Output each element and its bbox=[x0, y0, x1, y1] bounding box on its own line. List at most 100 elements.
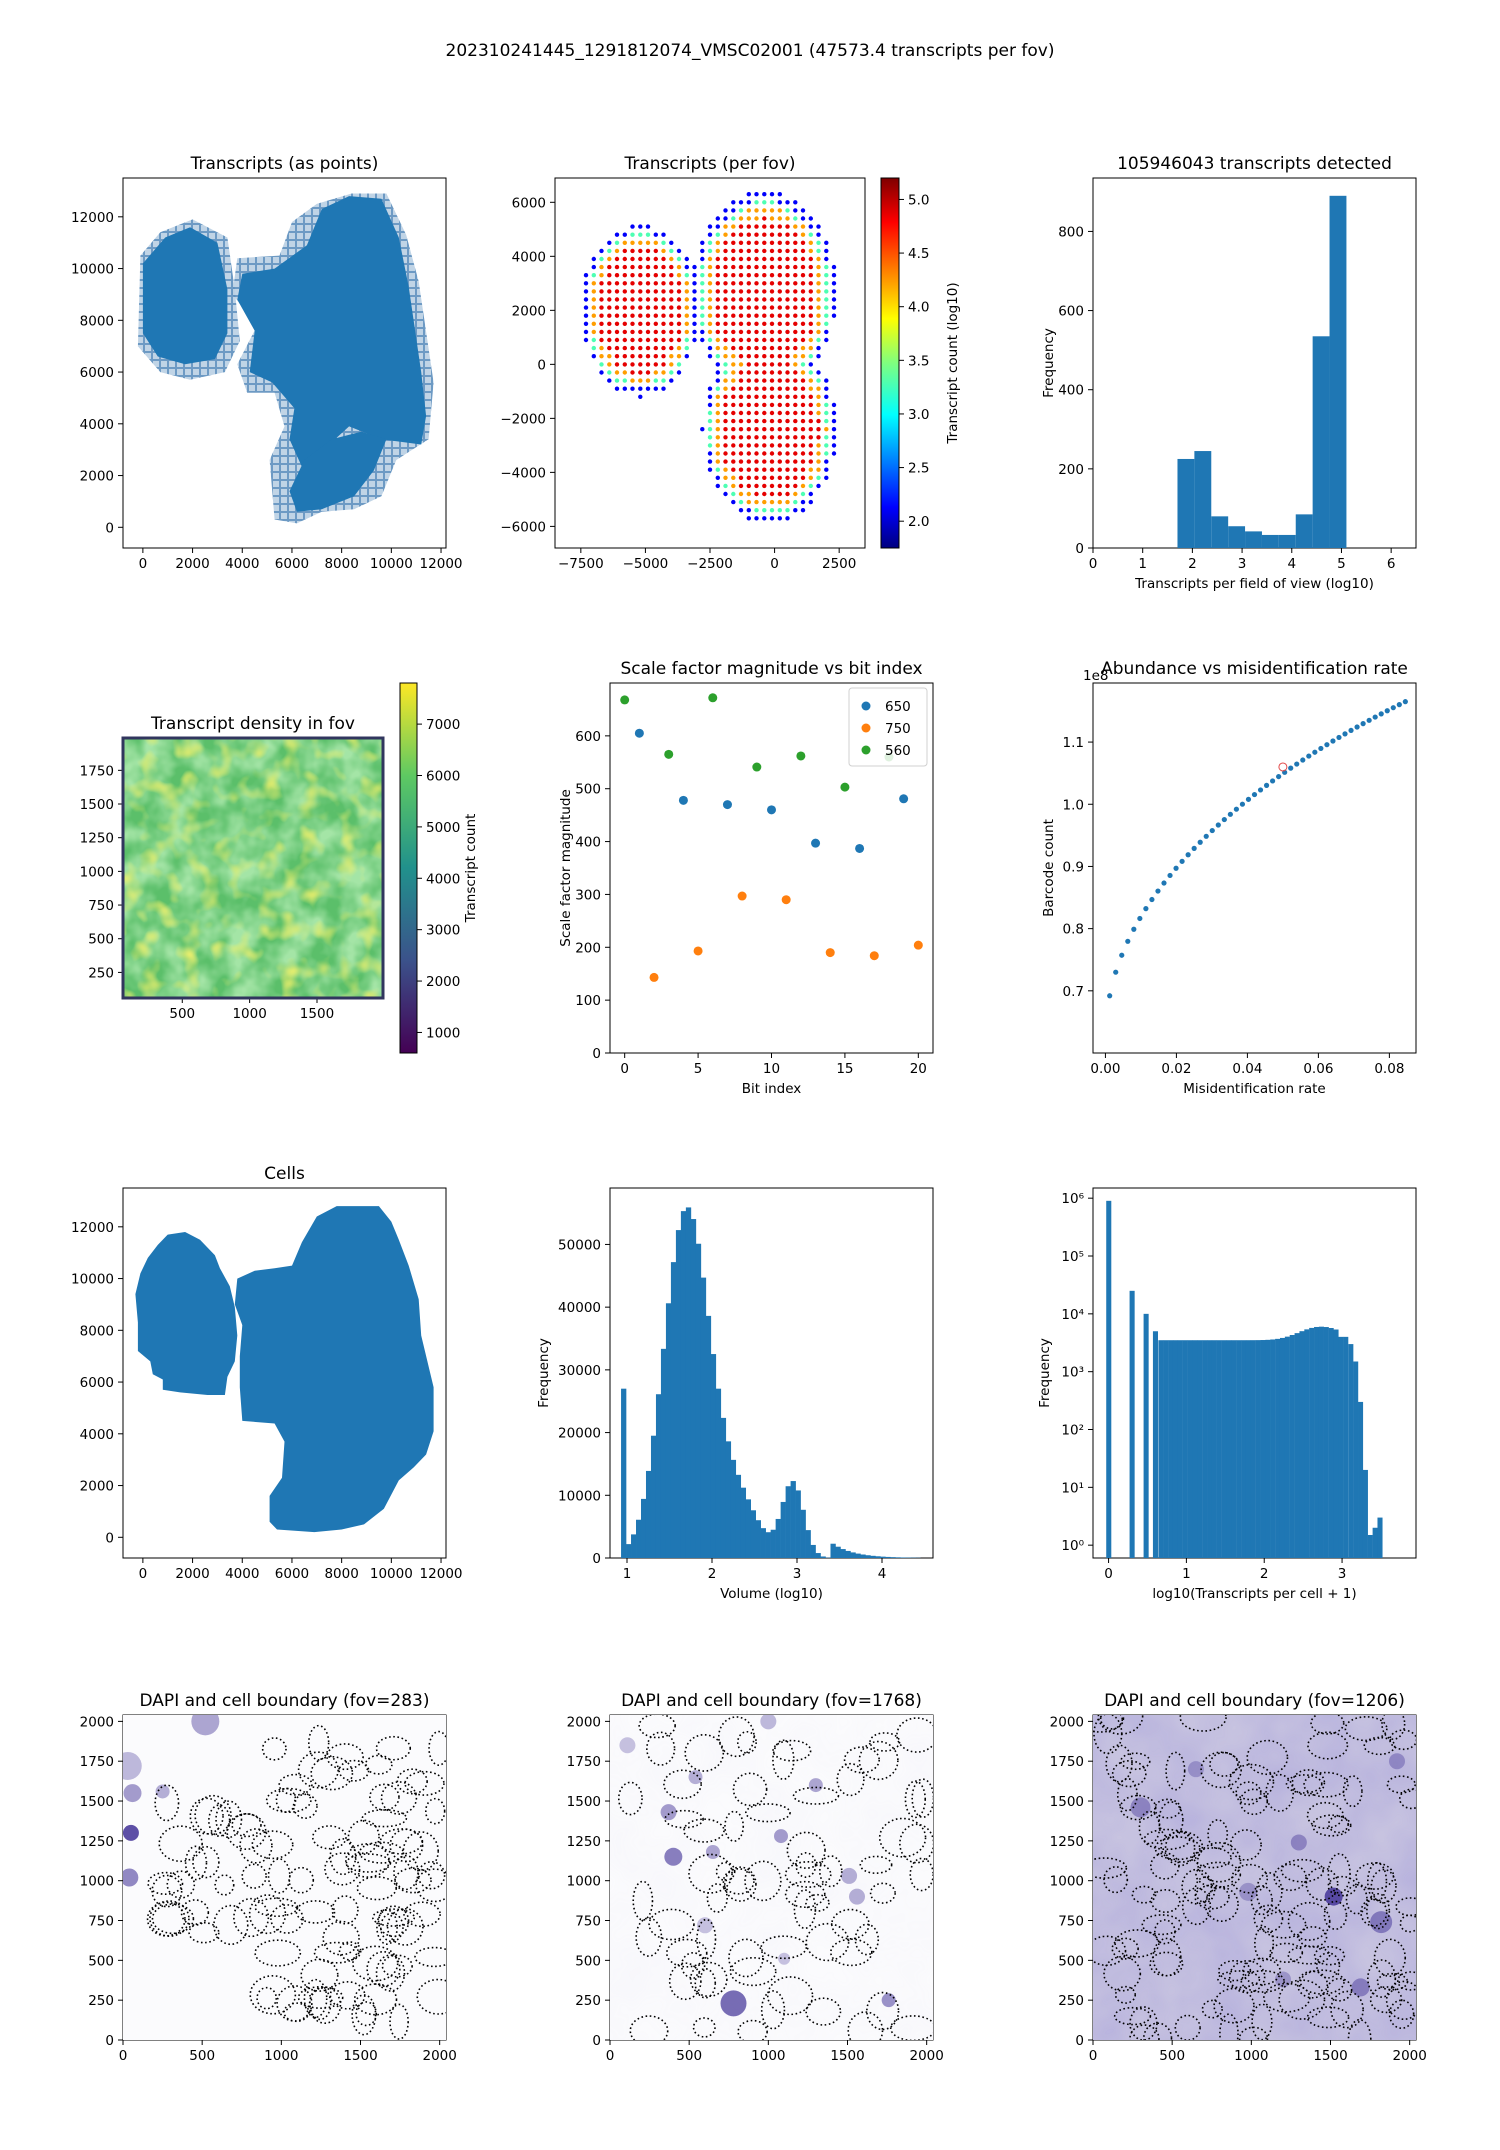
fov-marker bbox=[808, 289, 813, 294]
y-tick-label: 200 bbox=[575, 940, 601, 956]
fov-marker bbox=[738, 329, 744, 335]
fov-marker bbox=[777, 443, 782, 448]
fov-marker bbox=[777, 386, 782, 391]
cell-boundary bbox=[151, 1903, 195, 1935]
fov-marker bbox=[715, 281, 720, 286]
fov-marker bbox=[738, 475, 744, 480]
x-tick-label: −5000 bbox=[623, 556, 669, 572]
x-tick-label: 8000 bbox=[324, 1566, 358, 1582]
fov-marker bbox=[731, 305, 736, 310]
fov-marker bbox=[715, 313, 720, 318]
x-tick-label: 0.04 bbox=[1232, 1061, 1262, 1077]
cell-boundary bbox=[1154, 1836, 1201, 1861]
fov-marker bbox=[746, 208, 751, 213]
fov-marker bbox=[824, 248, 829, 254]
cell-boundary bbox=[1269, 1942, 1304, 1963]
fov-marker bbox=[793, 273, 798, 278]
hist-bar bbox=[1279, 1337, 1286, 1558]
y-tick-label: 1000 bbox=[567, 1874, 601, 1890]
fov-marker bbox=[622, 273, 627, 278]
y-tick-label: 10¹ bbox=[1061, 1480, 1084, 1496]
fov-marker bbox=[762, 402, 767, 408]
fov-marker bbox=[731, 232, 736, 237]
fov-marker bbox=[723, 232, 728, 237]
x-tick-label: 500 bbox=[169, 1006, 195, 1022]
fov-marker bbox=[715, 378, 720, 383]
cell-boundary bbox=[1150, 1852, 1180, 1880]
fov-marker bbox=[661, 386, 666, 391]
fov-marker bbox=[816, 459, 821, 464]
x-tick-label: 0.02 bbox=[1161, 1061, 1191, 1077]
cell-boundary bbox=[1386, 1775, 1416, 1794]
fov-marker bbox=[816, 475, 821, 480]
cell-boundary bbox=[329, 1838, 357, 1876]
hist-bar bbox=[865, 1555, 871, 1558]
fov-marker bbox=[738, 313, 744, 318]
density-fov-plot: 500 1000 15002505007501000125015001750Tran… bbox=[80, 682, 479, 1054]
cell-boundary bbox=[226, 1813, 267, 1851]
fov-marker bbox=[824, 427, 829, 432]
colorbar-tick-label: 3000 bbox=[426, 923, 460, 939]
fov-marker bbox=[762, 224, 767, 229]
cell-boundary bbox=[899, 1823, 933, 1864]
data-point bbox=[1107, 993, 1113, 999]
fov-marker bbox=[754, 508, 759, 513]
cell-boundary bbox=[376, 1909, 398, 1945]
fov-marker bbox=[715, 345, 720, 351]
fov-marker bbox=[614, 281, 620, 286]
fov-marker bbox=[731, 216, 736, 221]
hist-bar bbox=[770, 1529, 776, 1558]
fov-marker bbox=[614, 354, 620, 359]
fov-marker bbox=[746, 443, 751, 448]
data-point bbox=[1324, 742, 1330, 748]
fov-marker bbox=[700, 256, 705, 262]
hist-bar bbox=[695, 1243, 702, 1558]
y-tick-label: 1.0 bbox=[1063, 797, 1084, 813]
fov-marker bbox=[738, 370, 744, 375]
fov-marker bbox=[731, 451, 736, 456]
fov-marker bbox=[816, 337, 821, 343]
fov-marker bbox=[715, 475, 720, 480]
fov-marker bbox=[607, 273, 612, 278]
cell-boundary bbox=[1287, 1945, 1331, 1965]
fov-marker bbox=[769, 200, 775, 205]
x-tick-label: 500 bbox=[1159, 2048, 1185, 2064]
y-tick-label: 250 bbox=[88, 965, 114, 981]
y-axis-label: Barcode count bbox=[1041, 819, 1057, 917]
hist-bars bbox=[1177, 195, 1347, 548]
fov-marker bbox=[769, 273, 775, 278]
data-point bbox=[693, 946, 703, 956]
fov-marker bbox=[607, 256, 612, 262]
fov-marker bbox=[816, 378, 821, 383]
cell-boundary bbox=[1373, 1938, 1407, 1978]
fov-marker bbox=[707, 289, 713, 294]
y-tick-label: 0 bbox=[592, 2033, 601, 2049]
fov-marker bbox=[769, 499, 775, 505]
fov-marker bbox=[738, 337, 744, 343]
fov-marker bbox=[661, 370, 666, 375]
hist-bar bbox=[660, 1348, 667, 1558]
fov-marker bbox=[645, 313, 651, 318]
fov-marker bbox=[661, 232, 666, 237]
fov-marker bbox=[777, 240, 782, 245]
fov-marker bbox=[816, 289, 821, 294]
fov-marker bbox=[824, 475, 829, 480]
y-tick-label: 0.7 bbox=[1063, 984, 1084, 1000]
y-tick-label: 20000 bbox=[558, 1426, 601, 1442]
fov-marker bbox=[599, 273, 604, 278]
fov-marker bbox=[754, 264, 759, 270]
x-tick-label: 0 bbox=[1089, 2048, 1098, 2064]
fov-marker bbox=[785, 362, 790, 367]
hist-bar bbox=[705, 1315, 712, 1558]
fov-marker bbox=[746, 508, 751, 513]
fov-marker bbox=[669, 321, 674, 326]
fov-marker bbox=[769, 491, 775, 497]
nucleus bbox=[664, 1847, 683, 1866]
fov-marker bbox=[746, 362, 751, 367]
cell-boundary bbox=[1370, 1868, 1397, 1904]
cell-boundary bbox=[386, 1907, 424, 1946]
hist-bar bbox=[795, 1490, 801, 1558]
fov-marker bbox=[669, 240, 674, 245]
cell-boundary bbox=[724, 1810, 745, 1842]
fov-marker bbox=[800, 475, 806, 480]
